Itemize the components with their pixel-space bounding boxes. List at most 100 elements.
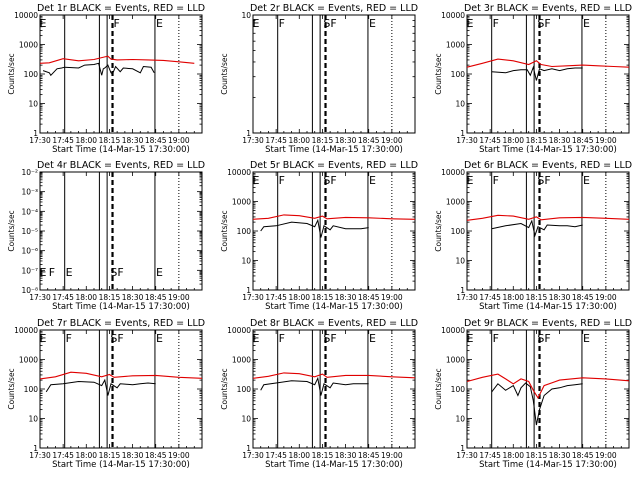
y-axis-title: Counts/sec <box>434 368 443 409</box>
y-tick-label: 1000 <box>446 356 465 365</box>
x-tick-label: 18:15 <box>526 293 548 302</box>
panel-title: Det 2r BLACK = Events, RED = LLD <box>250 3 418 14</box>
series-lld-line <box>466 373 630 400</box>
y-axis-title: Counts/sec <box>434 53 443 94</box>
y-tick-label: 10 <box>455 100 465 109</box>
flag-label: E <box>39 266 46 279</box>
x-tick-label: 18:30 <box>335 293 357 302</box>
x-tick-label: 17:45 <box>479 293 501 302</box>
panel-det-3: Det 3r BLACK = Events, RED = LLD 17:30 17:… <box>434 3 632 155</box>
x-tick-label: 18:45 <box>572 451 594 460</box>
y-tick-label: 10000 <box>227 168 251 177</box>
x-tick-label: 19:00 <box>381 136 403 145</box>
panel-det-7: Det 7r BLACK = Events, RED = LLD 17:30 17:… <box>7 318 205 470</box>
panel-det-4: Det 4r BLACK = Events, RED = LLD 17:30 17:… <box>7 160 205 312</box>
y-axis-title: Counts/sec <box>434 210 443 251</box>
x-tick-label: 17:45 <box>265 451 287 460</box>
x-tick-label: 18:30 <box>549 136 571 145</box>
x-tick-label: 18:45 <box>358 293 380 302</box>
x-tick-label: 18:30 <box>549 451 571 460</box>
x-tick-label: 18:00 <box>502 451 524 460</box>
panel-title: Det 1r BLACK = Events, RED = LLD <box>37 3 205 14</box>
flag-label: F <box>493 174 499 187</box>
series-events-line <box>42 62 155 77</box>
series-events-line <box>491 219 583 238</box>
x-tick-label: 18:15 <box>526 136 548 145</box>
y-tick-label: 1 <box>460 129 465 138</box>
y-tick-label: 1000 <box>19 356 38 365</box>
x-tick-label: 17:30 <box>242 293 264 302</box>
panel-title: Det 3r BLACK = Events, RED = LLD <box>464 3 632 14</box>
series-events-line <box>260 218 369 238</box>
y-axis-title: Counts/sec <box>7 53 16 94</box>
flag-label: F <box>493 17 499 30</box>
flag-label: E <box>252 174 259 187</box>
x-tick-label: 18:15 <box>99 451 121 460</box>
x-tick-label: 18:00 <box>288 451 310 460</box>
panel-det-8: Det 8r BLACK = Events, RED = LLD 17:30 17:… <box>220 318 418 470</box>
y-tick-label: 10000 <box>227 326 251 335</box>
flag-label: E <box>39 17 46 30</box>
flag-label: E <box>156 332 163 345</box>
x-axis-title: Start Time (14-Mar-15 17:30:00) <box>52 302 190 312</box>
flag-label: SF <box>110 332 123 345</box>
x-tick-label: 19:00 <box>381 451 403 460</box>
y-tick-label: 10⁻⁵ <box>21 227 38 236</box>
x-tick-label: 17:30 <box>29 451 51 460</box>
x-tick-label: 18:45 <box>358 451 380 460</box>
series-lld-line <box>252 214 416 220</box>
y-tick-label: 1 <box>33 444 38 453</box>
flag-label: SF <box>110 266 123 279</box>
flag-label: E <box>583 174 590 187</box>
x-axis-title: Start Time (14-Mar-15 17:30:00) <box>265 302 403 312</box>
y-tick-label: 10⁻³ <box>21 188 38 197</box>
x-tick-label: 18:30 <box>335 136 357 145</box>
x-axis-title: Start Time (14-Mar-15 17:30:00) <box>479 145 617 155</box>
flag-label: E <box>252 17 259 30</box>
x-tick-label: 18:45 <box>145 136 167 145</box>
y-tick-label: 10000 <box>14 11 38 20</box>
flag-label: E <box>66 266 73 279</box>
x-tick-label: 17:30 <box>29 136 51 145</box>
x-tick-label: 19:00 <box>595 136 617 145</box>
x-tick-label: 18:30 <box>122 136 144 145</box>
panel-det-5: Det 5r BLACK = Events, RED = LLD 17:30 17:… <box>220 160 418 312</box>
plot-frame <box>252 14 416 134</box>
y-tick-label: 10000 <box>441 326 465 335</box>
flag-label: SF <box>323 174 336 187</box>
panel-title: Det 5r BLACK = Events, RED = LLD <box>250 160 418 171</box>
y-axis-title: Counts/sec <box>7 368 16 409</box>
y-tick-label: 1 <box>246 286 251 295</box>
series-lld-line <box>466 214 630 221</box>
x-tick-label: 17:45 <box>52 136 74 145</box>
flag-label: E <box>156 266 163 279</box>
x-tick-label: 17:30 <box>456 293 478 302</box>
flag-label: SF <box>537 332 550 345</box>
y-tick-label: 1 <box>246 444 251 453</box>
x-tick-label: 18:30 <box>335 451 357 460</box>
y-tick-label: 100 <box>451 385 466 394</box>
panel-title: Det 6r BLACK = Events, RED = LLD <box>464 160 632 171</box>
series-lld-line <box>39 371 203 380</box>
x-tick-label: 18:30 <box>549 293 571 302</box>
panel-title: Det 8r BLACK = Events, RED = LLD <box>250 318 418 329</box>
y-axis-title: Counts/sec <box>7 210 16 251</box>
panel-title: Det 7r BLACK = Events, RED = LLD <box>37 318 205 329</box>
y-tick-label: 100 <box>24 385 39 394</box>
y-tick-label: 10000 <box>441 168 465 177</box>
y-tick-label: 10⁻⁶ <box>21 247 38 256</box>
x-tick-label: 18:45 <box>358 136 380 145</box>
flag-label: E <box>369 174 376 187</box>
panel-det-6: Det 6r BLACK = Events, RED = LLD 17:30 17:… <box>434 160 632 312</box>
y-tick-label: 10000 <box>14 326 38 335</box>
x-tick-label: 18:00 <box>502 136 524 145</box>
series-lld-line <box>252 372 416 379</box>
x-tick-label: 18:30 <box>122 293 144 302</box>
x-tick-label: 18:00 <box>75 293 97 302</box>
y-tick-label: 1000 <box>232 356 251 365</box>
flag-label: F <box>49 266 55 279</box>
y-tick-label: 100 <box>237 385 252 394</box>
x-tick-label: 18:00 <box>502 293 524 302</box>
x-tick-label: 18:45 <box>145 293 167 302</box>
